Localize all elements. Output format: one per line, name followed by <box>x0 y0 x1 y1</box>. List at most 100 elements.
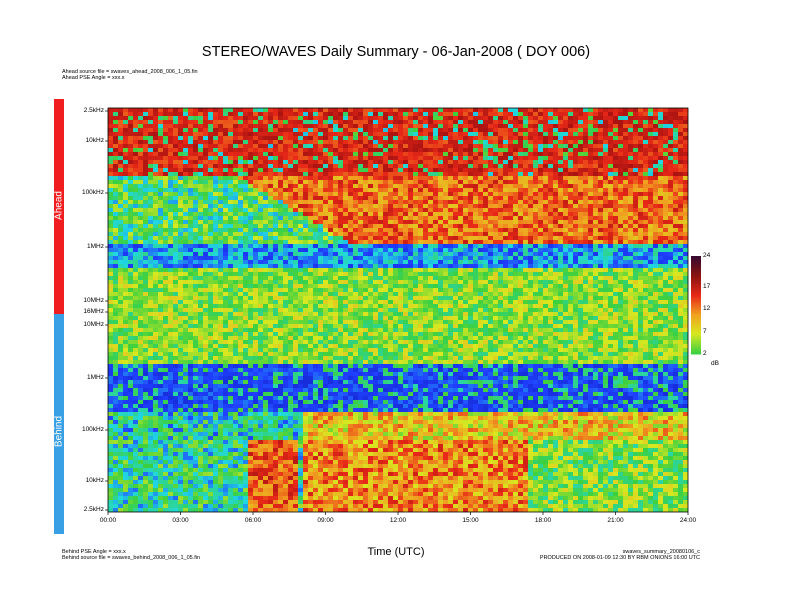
spectrogram-cell <box>133 260 138 264</box>
spectrogram-cell <box>638 236 643 240</box>
spectrogram-cell <box>668 124 673 128</box>
spectrogram-cell <box>348 136 353 140</box>
spectrogram-cell <box>233 120 238 124</box>
spectrogram-cell <box>353 116 358 120</box>
spectrogram-cell <box>643 212 648 216</box>
spectrogram-cell <box>418 220 423 224</box>
spectrogram-cell <box>593 244 598 248</box>
spectrogram-cell <box>218 120 223 124</box>
spectrogram-cell <box>678 144 683 148</box>
spectrogram-cell <box>333 208 338 212</box>
spectrogram-cell <box>233 176 238 180</box>
spectrogram-cell <box>143 120 148 124</box>
spectrogram-cell <box>508 240 513 244</box>
spectrogram-cell <box>468 216 473 220</box>
spectrogram-cell <box>348 132 353 136</box>
spectrogram-cell <box>163 208 168 212</box>
spectrogram-cell <box>373 108 378 112</box>
spectrogram-cell <box>393 248 398 252</box>
spectrogram-cell <box>538 172 543 176</box>
spectrogram-cell <box>568 180 573 184</box>
spectrogram-cell <box>153 264 158 268</box>
spectrogram-cell <box>113 116 118 120</box>
spectrogram-cell <box>658 196 663 200</box>
spectrogram-cell <box>638 160 643 164</box>
spectrogram-cell <box>568 152 573 156</box>
spectrogram-cell <box>523 156 528 160</box>
spectrogram-cell <box>263 120 268 124</box>
spectrogram-cell <box>568 240 573 244</box>
spectrogram-cell <box>613 148 618 152</box>
spectrogram-cell <box>123 224 128 228</box>
spectrogram-cell <box>533 256 538 260</box>
spectrogram-cell <box>543 232 548 236</box>
spectrogram-cell <box>308 168 313 172</box>
spectrogram-cell <box>488 240 493 244</box>
spectrogram-cell <box>503 164 508 168</box>
spectrogram-cell <box>218 232 223 236</box>
spectrogram-cell <box>613 236 618 240</box>
spectrogram-cell <box>118 204 123 208</box>
spectrogram-cell <box>368 160 373 164</box>
spectrogram-cell <box>238 136 243 140</box>
spectrogram-cell <box>533 168 538 172</box>
spectrogram-cell <box>678 248 683 252</box>
spectrogram-cell <box>423 176 428 180</box>
spectrogram-cell <box>628 132 633 136</box>
spectrogram-cell <box>293 236 298 240</box>
spectrogram-cell <box>583 116 588 120</box>
spectrogram-cell <box>478 156 483 160</box>
spectrogram-cell <box>423 276 428 280</box>
spectrogram-cell <box>658 148 663 152</box>
spectrogram-cell <box>513 156 518 160</box>
spectrogram-cell <box>613 136 618 140</box>
spectrogram-cell <box>428 224 433 228</box>
spectrogram-cell <box>203 256 208 260</box>
spectrogram-cell <box>398 144 403 148</box>
spectrogram-cell <box>128 224 133 228</box>
spectrogram-cell <box>668 244 673 248</box>
spectrogram-cell <box>328 136 333 140</box>
spectrogram-cell <box>318 172 323 176</box>
spectrogram-cell <box>528 248 533 252</box>
spectrogram-cell <box>233 168 238 172</box>
spectrogram-cell <box>603 224 608 228</box>
spectrogram-cell <box>668 128 673 132</box>
spectrogram-cell <box>318 236 323 240</box>
spectrogram-cell <box>223 200 228 204</box>
spectrogram-cell <box>243 144 248 148</box>
spectrogram-cell <box>478 124 483 128</box>
spectrogram-cell <box>623 276 628 280</box>
spectrogram-cell <box>673 252 678 256</box>
spectrogram-cell <box>273 216 278 220</box>
spectrogram-cell <box>513 136 518 140</box>
spectrogram-cell <box>458 248 463 252</box>
spectrogram-cell <box>623 252 628 256</box>
spectrogram-cell <box>498 216 503 220</box>
spectrogram-cell <box>598 132 603 136</box>
spectrogram-cell <box>123 136 128 140</box>
spectrogram-cell <box>378 116 383 120</box>
spectrogram-cell <box>183 168 188 172</box>
spectrogram-cell <box>473 180 478 184</box>
spectrogram-cell <box>348 160 353 164</box>
spectrogram-cell <box>128 180 133 184</box>
spectrogram-cell <box>178 216 183 220</box>
spectrogram-cell <box>603 192 608 196</box>
spectrogram-cell <box>328 264 333 268</box>
spectrogram-cell <box>183 260 188 264</box>
spectrogram-cell <box>518 224 523 228</box>
spectrogram-cell <box>633 148 638 152</box>
spectrogram-cell <box>283 180 288 184</box>
spectrogram-cell <box>373 252 378 256</box>
spectrogram-cell <box>308 240 313 244</box>
spectrogram-cell <box>563 264 568 268</box>
spectrogram-cell <box>123 184 128 188</box>
spectrogram-cell <box>313 124 318 128</box>
spectrogram-cell <box>508 156 513 160</box>
spectrogram-cell <box>168 244 173 248</box>
spectrogram-cell <box>343 184 348 188</box>
spectrogram-cell <box>418 200 423 204</box>
spectrogram-cell <box>373 164 378 168</box>
spectrogram-cell <box>283 228 288 232</box>
